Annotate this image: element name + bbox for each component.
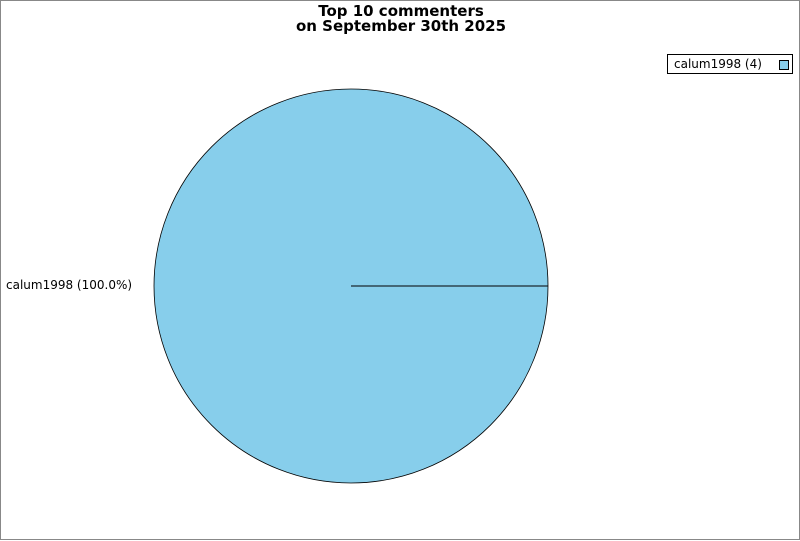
legend: calum1998 (4) [667, 54, 793, 74]
legend-swatch [779, 60, 789, 70]
legend-entry: calum1998 (4) [674, 57, 762, 71]
chart-subtitle: on September 30th 2025 [295, 17, 507, 35]
chart-title: Top 10 commenters [318, 2, 484, 20]
slice-label: calum1998 (100.0%) [6, 278, 133, 292]
